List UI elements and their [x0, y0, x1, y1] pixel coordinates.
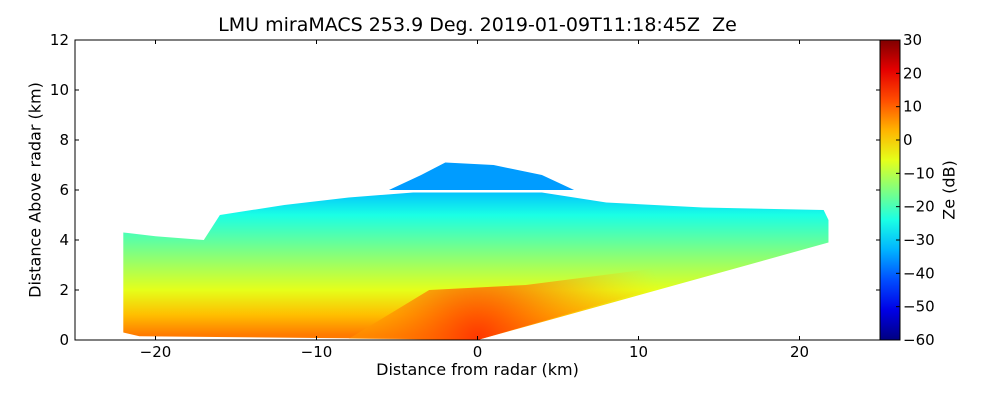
echo-main-body — [123, 192, 829, 340]
x-tick-label: 20 — [790, 343, 809, 361]
y-tick-label: 0 — [59, 331, 69, 349]
colorbar-tick-label: −30 — [903, 231, 935, 249]
colorbar-tick-label: −40 — [903, 264, 935, 282]
y-tick-label: 12 — [50, 31, 69, 49]
y-tick-label: 8 — [59, 131, 69, 149]
colorbar-tick-label: −10 — [903, 164, 935, 182]
colorbar-tick-label: 30 — [903, 31, 922, 49]
y-tick-label: 6 — [59, 181, 69, 199]
colorbar-tick-label: 20 — [903, 64, 922, 82]
echo-core — [348, 252, 781, 340]
x-tick-label: 0 — [473, 343, 483, 361]
x-tick-label: −10 — [301, 343, 333, 361]
chart-title: LMU miraMACS 253.9 Deg. 2019-01-09T11:18… — [218, 14, 737, 36]
echo-cap — [388, 162, 575, 190]
y-tick-label: 4 — [59, 231, 69, 249]
colorbar-tick-label: −60 — [903, 331, 935, 349]
x-axis-label: Distance from radar (km) — [376, 360, 579, 379]
x-tick-label: 10 — [629, 343, 648, 361]
colorbar — [879, 39, 901, 341]
colorbar-tick-label: −50 — [903, 298, 935, 316]
y-tick-label: 2 — [59, 281, 69, 299]
colorbar-tick-label: −20 — [903, 198, 935, 216]
x-tick-label: −20 — [140, 343, 172, 361]
y-tick-label: 10 — [50, 81, 69, 99]
colorbar-label: Ze (dB) — [939, 160, 959, 220]
colorbar-tick-label: 0 — [903, 131, 913, 149]
y-axis-label: Distance Above radar (km) — [25, 82, 45, 298]
colorbar-tick-label: 10 — [903, 98, 922, 116]
